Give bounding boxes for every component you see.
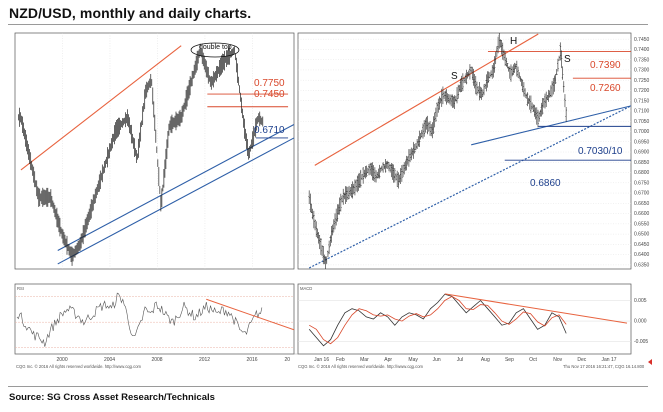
daily-x-tick: Aug	[481, 357, 490, 363]
level-0-6710: 0.6710	[254, 125, 285, 136]
level-0-7260: 0.7260	[590, 83, 621, 94]
monthly-x-tick: 2012	[199, 357, 210, 363]
daily-y-tick: 0.7200	[634, 88, 650, 94]
daily-y-tick: 0.6500	[634, 232, 650, 238]
daily-x-tick: Jan 16	[314, 357, 329, 363]
daily-x-tick: Mar	[360, 357, 369, 363]
daily-y-tick: 0.6550	[634, 221, 650, 227]
monthly-x-tick: 2008	[151, 357, 162, 363]
monthly-x-tick: 2004	[104, 357, 115, 363]
daily-panel-frame	[297, 32, 632, 270]
daily-trendlines	[308, 33, 631, 269]
monthly-support-line-upper	[57, 123, 294, 251]
macd-plot	[298, 293, 631, 347]
macd-label: MACD	[300, 286, 312, 291]
rsi-trendline	[206, 298, 294, 331]
level-0-6860: 0.6860	[530, 178, 561, 189]
macd-y-tick: -0.005	[634, 339, 648, 345]
daily-y-tick: 0.7450	[634, 37, 650, 43]
daily-x-tick: Jun	[433, 357, 441, 363]
left-shoulder-label: S	[451, 71, 458, 82]
daily-y-tick: 0.6800	[634, 170, 650, 176]
daily-y-tick: 0.6450	[634, 242, 650, 248]
arrow-left-icon	[648, 359, 652, 365]
daily-price-bars	[308, 33, 568, 269]
macd-panel-frame	[297, 283, 632, 355]
double-top-label: double top	[199, 44, 232, 51]
daily-dotted-trendline	[308, 105, 631, 269]
macd-y-tick: 0.000	[634, 319, 647, 325]
monthly-gridlines	[62, 33, 253, 269]
axis-ticks: 2000 2004 2008 2012 2016 20 Jan 16 Feb Mar Apr May…	[56, 37, 649, 363]
double-top-ellipse	[190, 42, 240, 58]
daily-x-tick: Jan 17	[602, 357, 617, 363]
daily-timestamp: Thu Nov 17 2016 16:21:47, CQG 16.14.800	[563, 364, 645, 369]
daily-y-tick: 0.6750	[634, 180, 650, 186]
rsi-plot	[15, 292, 294, 348]
head-label: H	[510, 36, 517, 47]
daily-x-tick: Feb	[336, 357, 345, 363]
monthly-panel-frame	[14, 32, 295, 270]
daily-y-tick: 0.7100	[634, 109, 650, 115]
daily-y-tick: 0.7300	[634, 68, 650, 74]
page-title: NZD/USD, monthly and daily charts.	[9, 5, 252, 21]
daily-y-tick: 0.7050	[634, 119, 650, 125]
daily-y-tick: 0.6850	[634, 160, 650, 166]
daily-x-tick: Nov	[553, 357, 562, 363]
macd-trendline	[444, 293, 628, 324]
right-shoulder-label: S	[564, 54, 571, 65]
monthly-x-tick: 2016	[246, 357, 257, 363]
daily-y-tick: 0.6350	[634, 262, 650, 268]
daily-y-tick: 0.7150	[634, 98, 650, 104]
macd-y-tick: 0.005	[634, 298, 647, 304]
macd-signal-line	[308, 295, 567, 345]
title-divider	[8, 24, 648, 25]
daily-gridlines	[298, 38, 631, 266]
source-note: Source: SG Cross Asset Research/Technica…	[9, 392, 215, 403]
daily-y-tick: 0.7250	[634, 78, 650, 84]
daily-y-tick: 0.7000	[634, 129, 650, 135]
level-0-7030-10: 0.7030/10	[578, 146, 623, 157]
daily-y-tick: 0.6700	[634, 191, 650, 197]
daily-x-tick: Jul	[457, 357, 463, 363]
monthly-resistance-line	[20, 45, 182, 171]
daily-y-tick: 0.7400	[634, 47, 650, 53]
daily-y-tick: 0.6400	[634, 252, 650, 258]
monthly-trendlines	[20, 45, 294, 265]
daily-x-tick: Apr	[384, 357, 392, 363]
daily-x-tick: Dec	[577, 357, 586, 363]
monthly-x-tick: 2000	[56, 357, 67, 363]
daily-y-tick: 0.6950	[634, 139, 650, 145]
level-0-7390: 0.7390	[590, 60, 621, 71]
macd-line	[308, 293, 567, 347]
level-0-7450: 0.7450	[254, 89, 285, 100]
source-divider	[8, 386, 648, 387]
monthly-price-bars	[18, 43, 264, 266]
monthly-footer: CQG Inc. © 2016 All rights reserved worl…	[16, 364, 142, 369]
daily-y-tick: 0.7350	[634, 57, 650, 63]
daily-x-tick: Sep	[505, 357, 514, 363]
daily-x-tick: Oct	[529, 357, 537, 363]
rsi-line	[16, 292, 263, 347]
daily-y-tick: 0.6900	[634, 150, 650, 156]
rsi-label: RSI	[17, 286, 24, 291]
daily-x-tick: May	[408, 357, 418, 363]
daily-neckline	[471, 105, 631, 146]
monthly-x-tick: 20	[284, 357, 290, 363]
daily-y-tick: 0.6650	[634, 201, 650, 207]
daily-resistance-line	[314, 33, 539, 166]
daily-footer: CQG Inc. © 2016 All rights reserved worl…	[298, 364, 424, 369]
monthly-support-line-lower	[57, 137, 294, 265]
level-0-7750: 0.7750	[254, 78, 285, 89]
rsi-panel-frame	[14, 283, 295, 355]
daily-y-tick: 0.6600	[634, 211, 650, 217]
